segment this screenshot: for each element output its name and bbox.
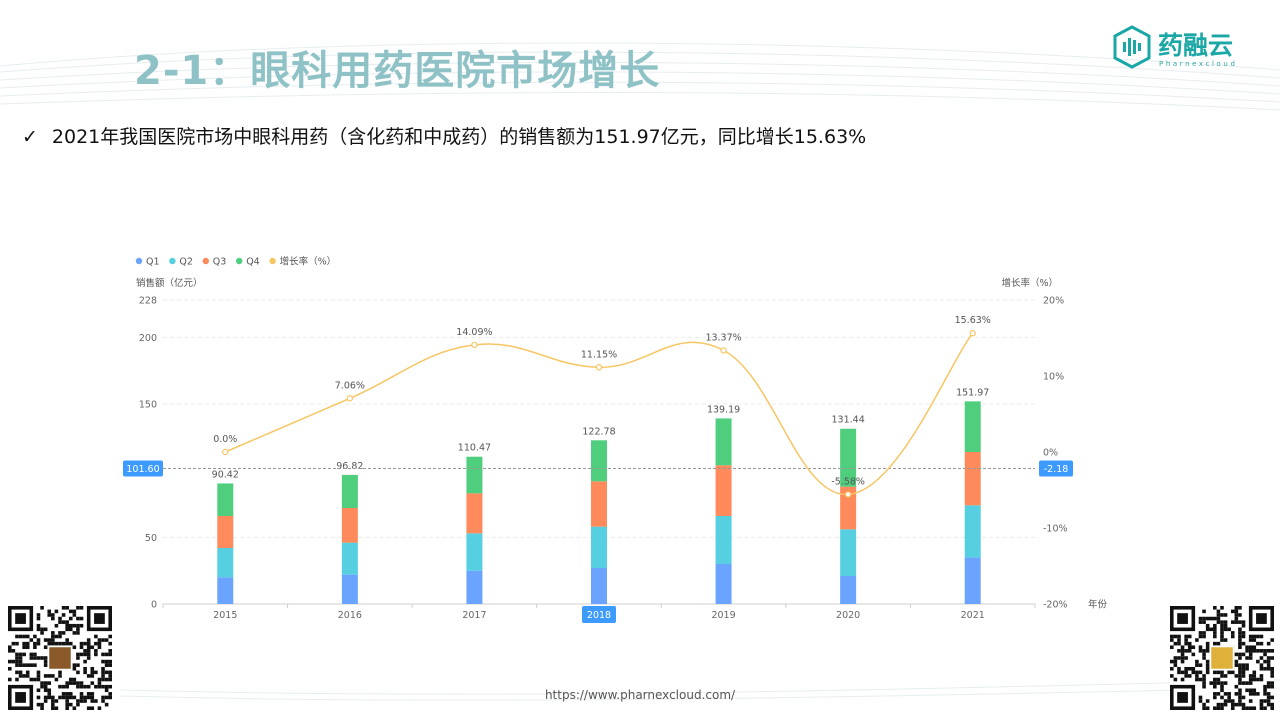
bar-q4-2021	[964, 401, 981, 452]
x-tick-2018: 2018	[587, 610, 611, 621]
check-icon: ✓	[22, 126, 38, 148]
growth-point-2018	[595, 364, 603, 371]
total-label-2021: 151.97	[956, 387, 989, 398]
bar-q4-2015	[217, 483, 234, 516]
legend-marker-4	[269, 257, 276, 265]
growth-line	[224, 332, 974, 496]
crosshair-left-value: 101.60	[126, 464, 159, 475]
total-label-2018: 122.78	[582, 426, 615, 437]
growth-point-2019	[720, 347, 727, 354]
legend-label-1: Q2	[179, 257, 193, 268]
legend-label-2: Q3	[213, 257, 227, 268]
x-tick-2015: 2015	[213, 610, 237, 621]
bar-q2-2017	[466, 533, 483, 571]
logo-hexagon-icon	[1113, 25, 1151, 69]
y-left-tick-200: 200	[139, 333, 157, 344]
bar-q1-2016	[341, 574, 358, 604]
x-tick-2021: 2021	[961, 610, 985, 621]
bar-q2-2015	[217, 548, 234, 578]
growth-label-2021: 15.63%	[955, 315, 991, 326]
x-tick-2016: 2016	[338, 610, 362, 621]
bar-q2-2021	[964, 505, 981, 558]
y-left-tick-228: 228	[139, 296, 157, 307]
growth-point-2020	[844, 491, 852, 498]
bar-q3-2020	[840, 486, 857, 530]
bar-q3-2021	[964, 452, 981, 506]
logo-subtitle: Pharnexcloud	[1159, 60, 1238, 68]
y-left-tick-50: 50	[145, 533, 157, 544]
growth-point-2016	[346, 395, 354, 402]
summary-text: 2021年我国医院市场中眼科用药（含化药和中成药）的销售额为151.97亿元，同…	[51, 126, 867, 148]
bar-q2-2018	[591, 526, 607, 568]
growth-label-2017: 14.09%	[456, 327, 492, 338]
x-tick-2020: 2020	[836, 610, 860, 621]
crosshair-left-badge	[123, 460, 163, 477]
crosshair-right-badge	[1039, 460, 1073, 477]
growth-label-2018: 11.15%	[581, 349, 617, 360]
total-label-2017: 110.47	[458, 443, 491, 454]
bar-q1-2019	[715, 564, 732, 604]
bar-q3-2017	[466, 493, 483, 534]
bar-q3-2018	[591, 481, 607, 527]
bar-q2-2020	[840, 529, 857, 576]
x-tick-2017: 2017	[462, 610, 486, 621]
footer-url[interactable]: https://www.pharnexcloud.com/	[544, 688, 736, 702]
y-right-tick-10%: 10%	[1043, 372, 1064, 383]
brand-logo: 药融云 Pharnexcloud	[1112, 24, 1242, 74]
growth-point-2021	[969, 330, 976, 337]
bar-q3-2016	[341, 508, 358, 543]
growth-point-2015	[222, 448, 229, 456]
qr-code-left	[8, 606, 112, 710]
x-axis-title: 年份	[1088, 599, 1108, 611]
legend-marker-0	[135, 257, 143, 265]
bar-q1-2017	[466, 570, 483, 604]
bar-q2-2016	[341, 542, 358, 575]
page-title: 2-1：眼科用药医院市场增长	[134, 48, 661, 94]
total-label-2020: 131.44	[832, 415, 865, 426]
bar-q3-2015	[217, 516, 234, 548]
growth-point-2017	[471, 341, 478, 349]
bar-q4-2016	[341, 474, 358, 508]
legend-label-4: 增长率（%）	[280, 256, 337, 268]
legend-marker-1	[169, 257, 176, 265]
y-right-tick--20%: -20%	[1043, 600, 1068, 611]
bar-q4-2020	[840, 428, 857, 487]
growth-label-2015: 0.0%	[213, 434, 237, 445]
bar-q3-2019	[715, 465, 732, 516]
y-right-tick-20%: 20%	[1043, 296, 1064, 307]
bar-q4-2019	[715, 418, 732, 466]
bar-q1-2018	[591, 568, 607, 604]
bar-q1-2021	[964, 557, 981, 604]
total-label-2015: 90.42	[212, 469, 239, 480]
legend-marker-2	[202, 257, 209, 265]
x-highlight-badge	[582, 606, 616, 623]
summary-bullet: ✓ 2021年我国医院市场中眼科用药（含化药和中成药）的销售额为151.97亿元，…	[22, 122, 866, 149]
y-axis-right-title: 增长率（%）	[1001, 277, 1058, 289]
y-right-tick-0%: 0%	[1043, 448, 1058, 459]
y-left-tick-0: 0	[151, 600, 157, 611]
legend-label-0: Q1	[146, 257, 160, 268]
bar-q4-2017	[466, 456, 483, 494]
logo-name: 药融云	[1158, 31, 1234, 60]
y-right-tick--10%: -10%	[1043, 524, 1068, 535]
bar-q1-2015	[217, 577, 234, 604]
legend-marker-3	[236, 257, 243, 265]
y-axis-left-title: 销售额（亿元）	[136, 277, 203, 289]
y-left-tick-150: 150	[139, 400, 157, 411]
bar-q4-2018	[591, 440, 607, 482]
crosshair-right-value: -2.18	[1044, 464, 1069, 475]
legend-label-3: Q4	[246, 257, 260, 268]
growth-label-2016: 7.06%	[335, 380, 365, 391]
x-tick-2019: 2019	[711, 610, 735, 621]
growth-label-2020: -5.58%	[831, 476, 865, 487]
qr-code-right	[1170, 606, 1274, 710]
growth-label-2019: 13.37%	[705, 332, 741, 343]
bar-q2-2019	[715, 516, 732, 564]
total-label-2016: 96.82	[336, 461, 363, 472]
total-label-2019: 139.19	[707, 404, 740, 415]
bar-q1-2020	[840, 576, 857, 604]
